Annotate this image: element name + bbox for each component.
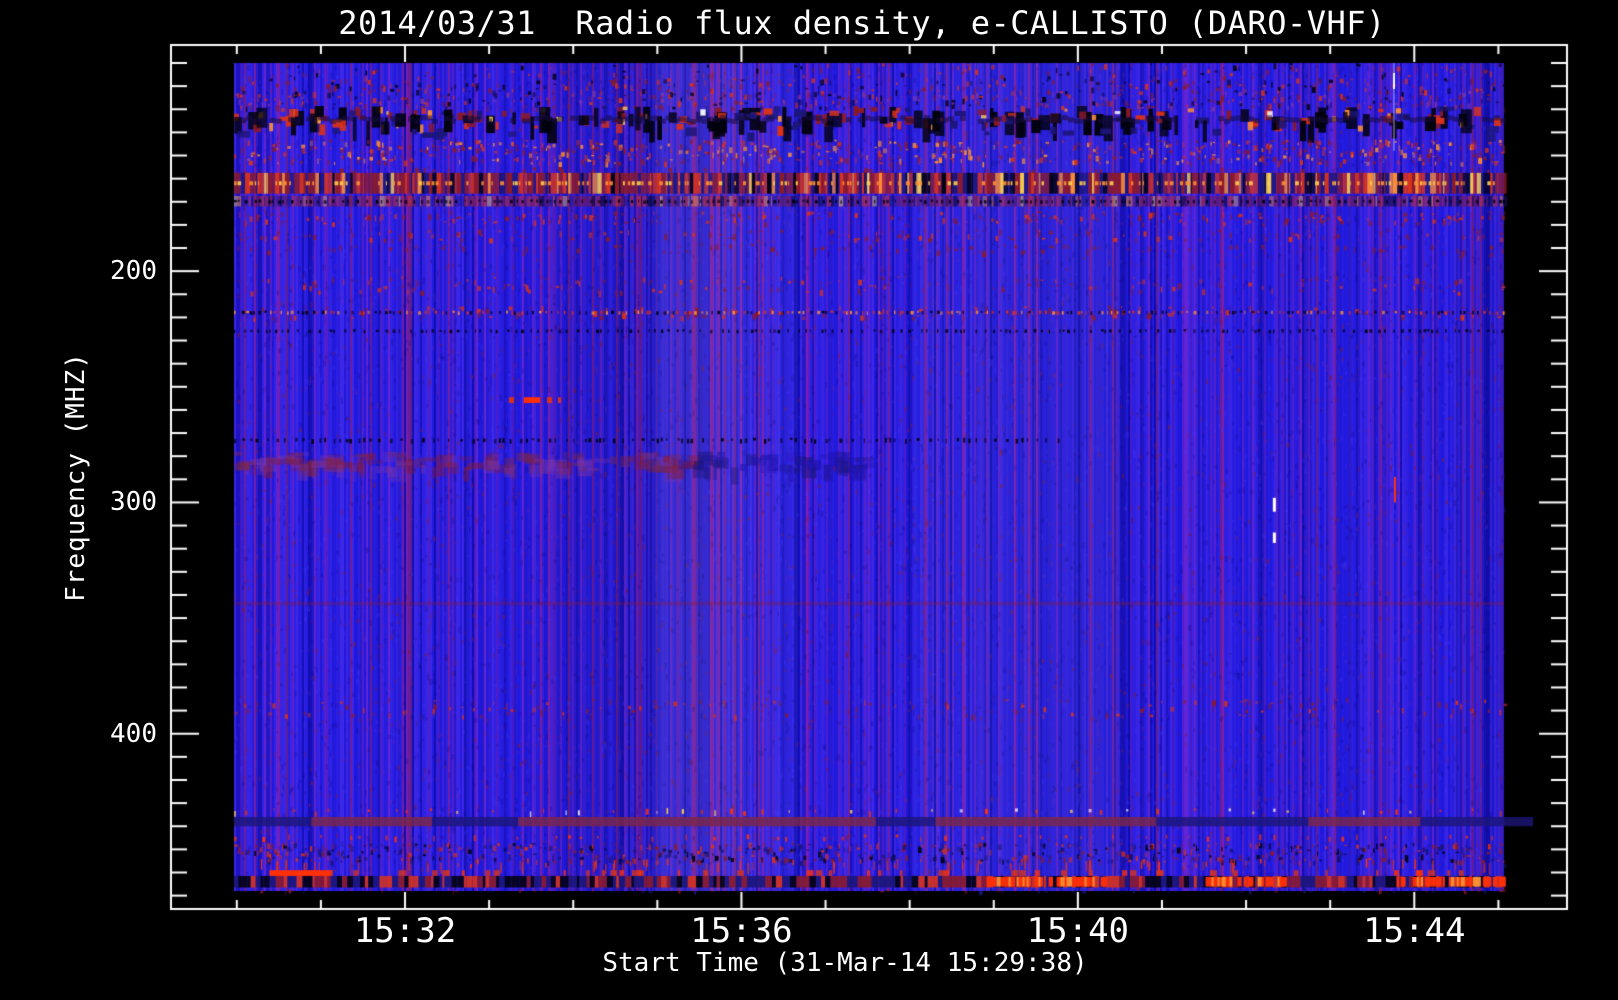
- y-axis-title: Frequency (MHZ): [61, 352, 91, 602]
- x-tick-label: 15:44: [1363, 911, 1466, 951]
- plot-title: 2014/03/31 Radio flux density, e-CALLIST…: [338, 4, 1386, 42]
- y-tick-label: 400: [110, 718, 157, 749]
- y-tick-label: 200: [110, 256, 157, 287]
- x-tick-label: 15:32: [353, 911, 457, 951]
- x-tick-label: 15:40: [1026, 911, 1130, 951]
- x-axis-title: Start Time (31-Mar-14 15:29:38): [602, 948, 1088, 978]
- x-tick-label: 15:36: [690, 911, 793, 951]
- y-tick-label: 300: [110, 487, 157, 518]
